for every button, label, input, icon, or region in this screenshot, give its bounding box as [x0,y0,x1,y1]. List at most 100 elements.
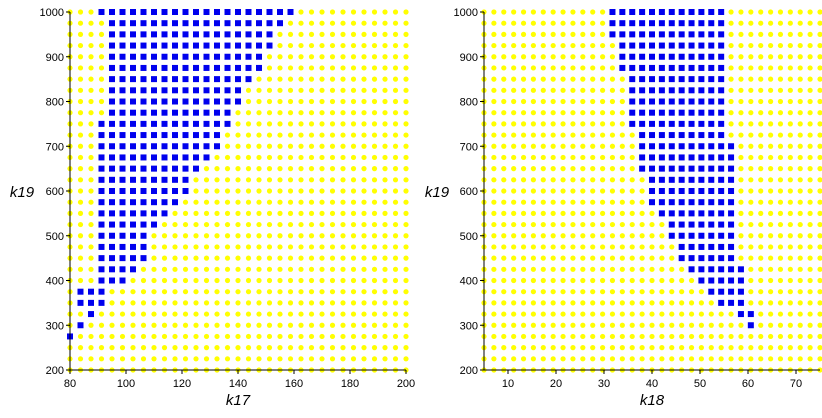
yellow-dot-point [277,277,283,284]
yellow-dot-point [768,300,774,306]
blue-square-point [77,299,84,306]
yellow-dot-point [172,322,178,328]
yellow-dot-point [758,244,764,250]
yellow-dot-point [203,188,210,194]
yellow-dot-point [350,98,357,105]
yellow-dot-point [392,221,399,228]
yellow-dot-point [511,132,517,138]
yellow-dot-point [266,345,273,351]
yellow-dot-point [298,233,304,239]
yellow-dot-point [491,311,497,317]
yellow-dot-point [787,54,793,60]
blue-square-point [193,87,199,94]
yellow-dot-point [277,244,283,250]
blue-square-point [678,64,685,71]
blue-square-point [698,266,705,273]
yellow-dot-point [319,255,325,261]
yellow-dot-point [817,65,822,71]
blue-square-point [245,20,252,27]
yellow-dot-point [308,345,315,351]
yellow-dot-point [560,233,566,239]
yellow-dot-point [245,255,252,261]
blue-square-point [119,120,126,127]
yellow-dot-point [403,322,409,328]
blue-square-point [172,76,178,83]
yellow-dot-point [619,356,625,362]
yellow-dot-point [550,333,556,340]
blue-square-point [119,109,126,116]
yellow-dot-point [382,154,388,161]
blue-square-point [718,188,725,194]
yellow-dot-point [748,210,754,216]
blue-square-point [224,109,231,116]
yellow-dot-point [77,20,84,26]
yellow-dot-point [361,311,367,317]
yellow-dot-point [88,255,94,261]
yellow-dot-point [560,166,566,172]
yellow-dot-point [308,300,315,306]
yellow-dot-point [540,98,546,105]
yellow-dot-point [88,244,94,250]
yellow-dot-point [777,110,784,116]
yellow-dot-point [629,188,635,194]
yellow-dot-point [520,244,527,250]
blue-square-point [77,322,84,329]
yellow-dot-point [511,177,517,183]
yellow-dot-point [361,199,367,205]
yellow-dot-point [580,356,586,362]
blue-square-point [130,266,136,273]
yellow-dot-point [77,311,84,317]
yellow-dot-point [266,143,273,149]
yellow-dot-point [659,333,665,340]
yellow-dot-point [319,221,325,228]
yellow-dot-point [298,20,304,26]
blue-square-point [109,243,115,250]
yellow-dot-point [768,110,774,116]
yellow-dot-point [629,277,635,284]
yellow-dot-point [224,233,231,239]
blue-square-point [172,143,178,150]
blue-square-point [698,87,705,94]
yellow-dot-point [392,255,399,261]
yellow-dot-point [287,233,294,239]
yellow-dot-point [817,255,822,261]
yellow-dot-point [350,110,357,116]
yellow-dot-point [98,110,105,116]
yellow-dot-point [590,76,596,82]
yellow-dot-point [245,300,252,306]
y-tick-label: 1000 [454,7,478,19]
yellow-dot-point [758,356,764,362]
yellow-dot-point [382,76,388,82]
yellow-dot-point [570,277,576,284]
yellow-dot-point [540,333,546,340]
yellow-dot-point [609,221,616,228]
yellow-dot-point [151,277,157,284]
yellow-dot-point [817,199,822,205]
y-axis-title: k19 [10,184,35,201]
yellow-dot-point [501,333,507,340]
blue-square-point [161,76,168,83]
blue-square-point [140,98,147,105]
yellow-dot-point [580,311,586,317]
yellow-dot-point [140,266,147,272]
blue-square-point [649,120,655,127]
blue-square-point [728,232,735,239]
yellow-dot-point [403,255,409,261]
yellow-dot-point [570,110,576,116]
yellow-dot-point [340,221,346,228]
yellow-dot-point [669,289,675,295]
blue-square-point [708,277,715,284]
yellow-dot-point [728,20,734,26]
yellow-dot-point [639,188,645,194]
yellow-dot-point [807,333,813,340]
yellow-dot-point [403,20,409,26]
yellow-dot-point [787,277,793,284]
yellow-dot-point [560,255,566,261]
yellow-dot-point [570,300,576,306]
yellow-dot-point [817,345,822,351]
yellow-dot-point [161,322,168,328]
yellow-dot-point [298,266,304,272]
yellow-dot-point [629,177,635,183]
yellow-dot-point [245,154,252,161]
yellow-dot-point [590,266,596,272]
